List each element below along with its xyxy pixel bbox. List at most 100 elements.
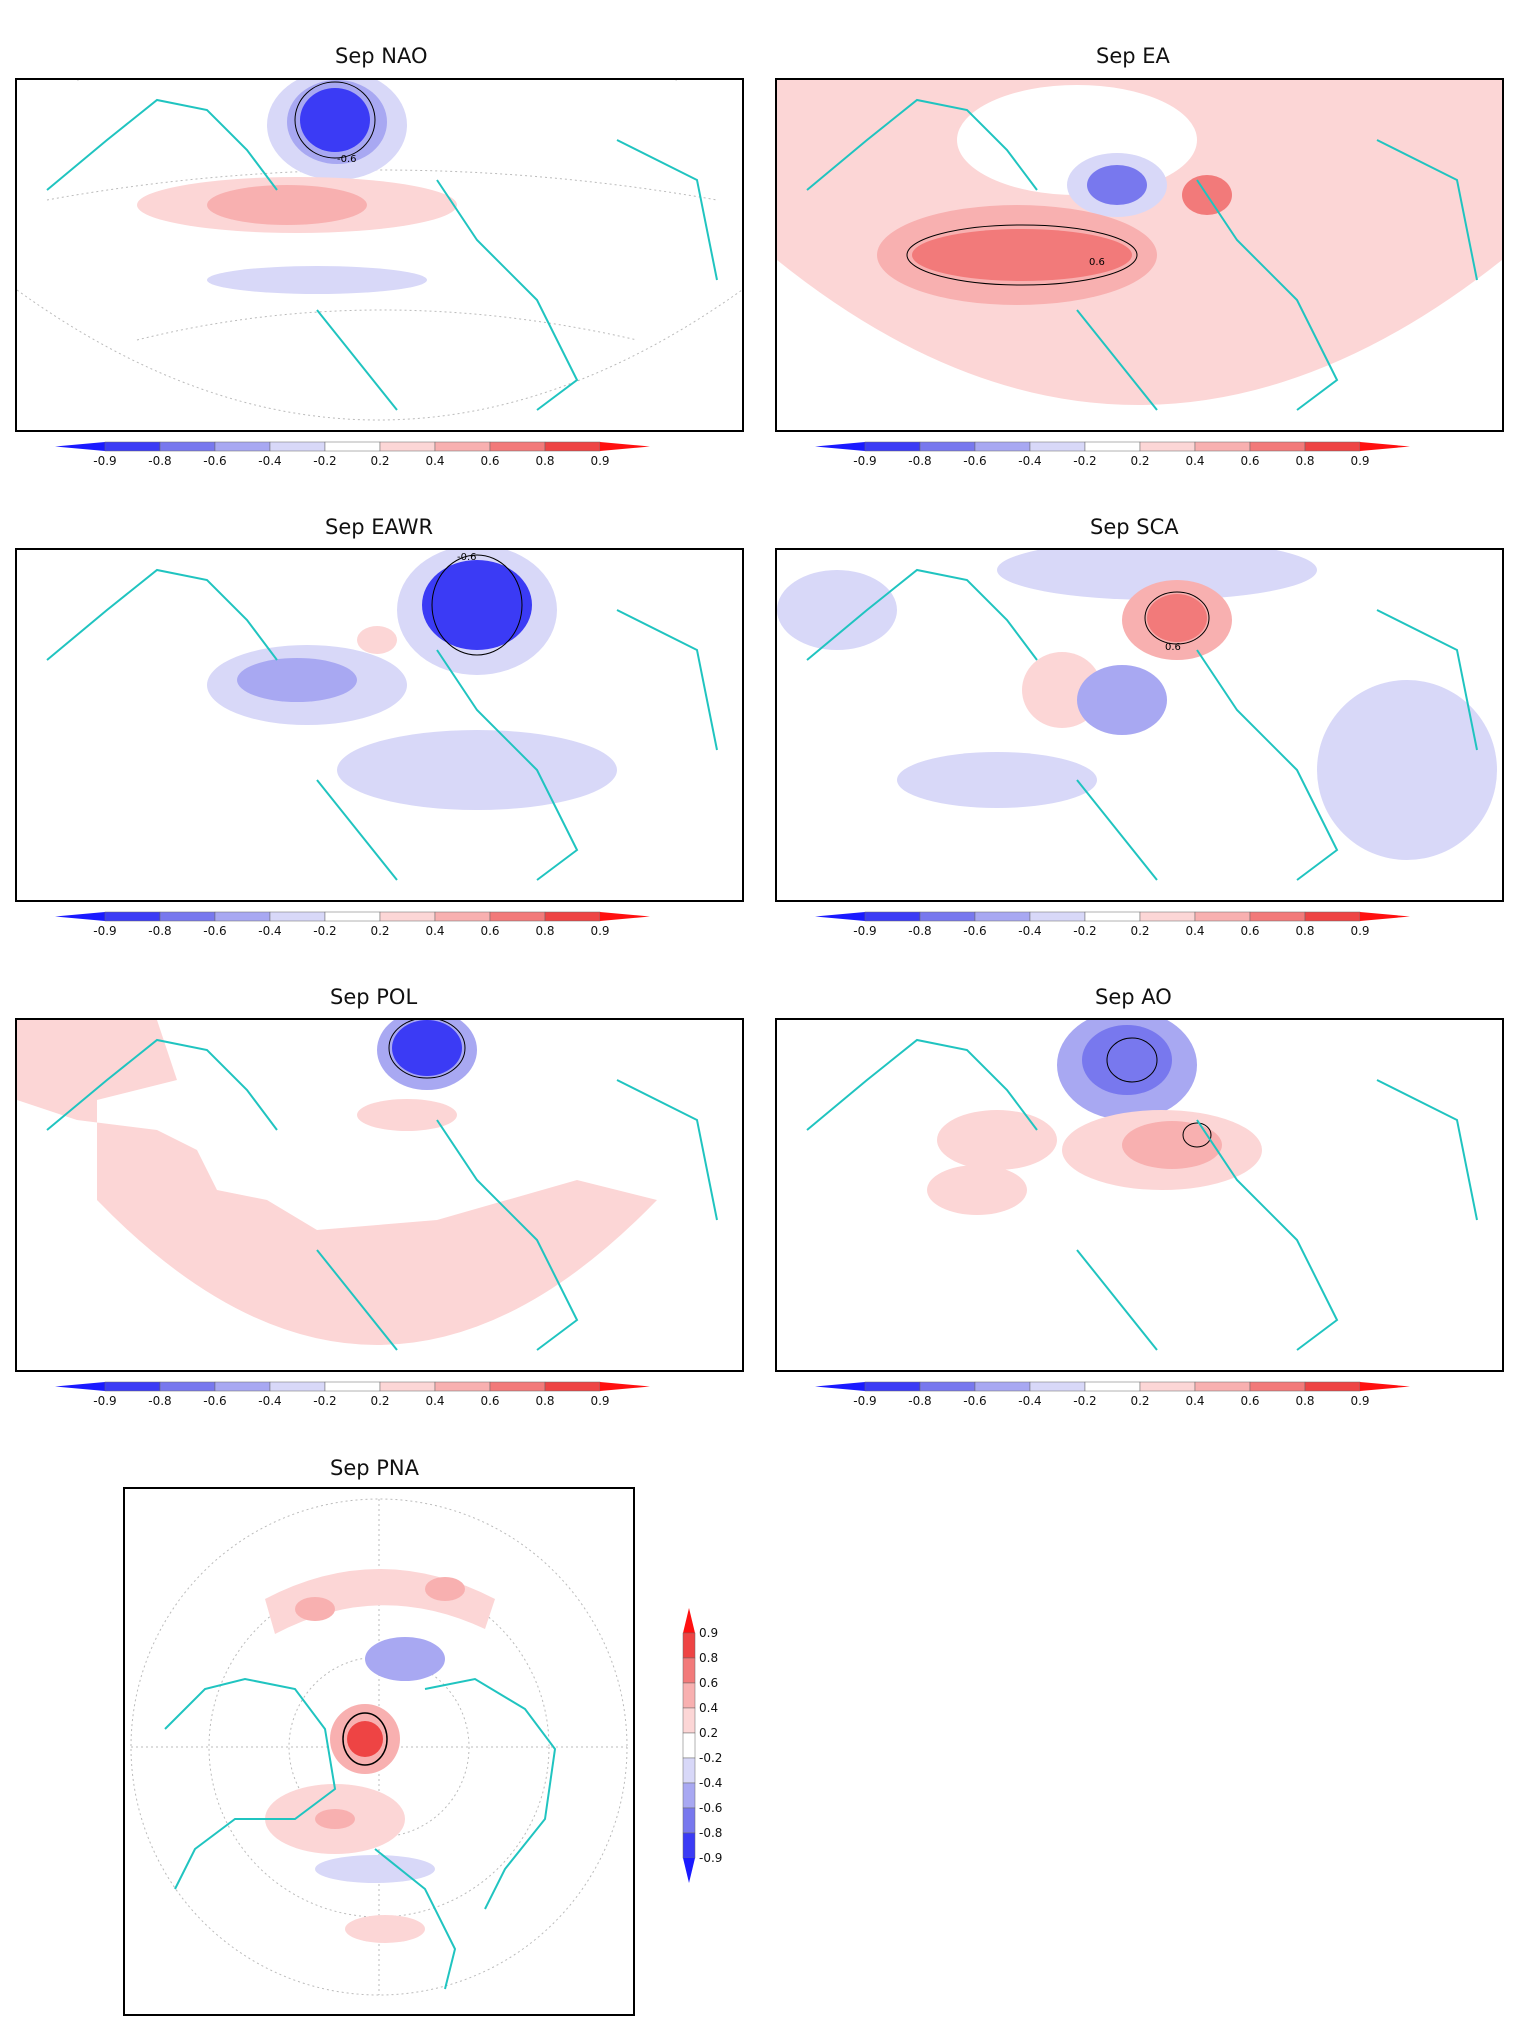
colorbar-tick-label: 0.2 (370, 454, 389, 468)
colorbar-tick-label: -0.8 (908, 924, 931, 938)
colorbar-tick-label: 0.8 (1295, 924, 1314, 938)
colorbar-swatch (1084, 1381, 1141, 1392)
svg-text:0.6: 0.6 (1165, 642, 1181, 653)
colorbar-tick-label: -0.9 (853, 454, 876, 468)
colorbar-arrow-low (815, 442, 865, 451)
colorbar-tick-label: 0.8 (1295, 454, 1314, 468)
colorbar-arrow-low (815, 1382, 865, 1391)
colorbar-swatch (974, 441, 1031, 452)
colorbar-swatch (1249, 1381, 1306, 1392)
colorbar-tick-label: -0.2 (313, 1394, 336, 1408)
colorbar-swatch (864, 1381, 921, 1392)
colorbar-swatch (269, 1381, 326, 1392)
colorbar-swatch (324, 441, 381, 452)
colorbar-swatch (379, 441, 436, 452)
colorbar-swatch (974, 1381, 1031, 1392)
svg-text:-0.6: -0.6 (337, 154, 357, 165)
colorbar-arrow-low (55, 912, 105, 921)
colorbar-swatch (1304, 1381, 1361, 1392)
colorbar-swatch (682, 1732, 696, 1759)
colorbar-tick-label: 0.4 (425, 454, 444, 468)
colorbar-tick-label: 0.2 (1130, 1394, 1149, 1408)
colorbar-swatch (489, 911, 546, 922)
colorbar-swatch (544, 1381, 601, 1392)
colorbar-swatch (379, 1381, 436, 1392)
svg-text:0.6: 0.6 (1089, 257, 1105, 268)
colorbar-tick-label: 0.8 (535, 454, 554, 468)
colorbar-arrow-high (600, 442, 650, 451)
colorbar-tick-label: -0.9 (93, 924, 116, 938)
colorbar-tick-label: 0.2 (699, 1726, 718, 1740)
colorbar-pol: -0.9 -0.8 -0.6 -0.4 -0.2 0.2 0.4 0.6 0.8 0.9 (55, 1381, 650, 1408)
colorbar-tick-label: -0.4 (1018, 924, 1041, 938)
colorbar-ao: -0.9 -0.8 -0.6 -0.4 -0.2 0.2 0.4 0.6 0.8 0.9 (815, 1381, 1410, 1408)
map-frame: 0.6 (775, 78, 1504, 432)
colorbar-swatch (1194, 441, 1251, 452)
colorbar-swatch (1304, 911, 1361, 922)
colorbar-tick-label: 0.8 (699, 1651, 718, 1665)
colorbar-swatch (864, 441, 921, 452)
map-frame (775, 1018, 1504, 1372)
colorbar-swatch (379, 911, 436, 922)
panel-title: Sep PNA (330, 1456, 419, 1480)
colorbar-swatch (489, 1381, 546, 1392)
colorbar-swatch (434, 911, 491, 922)
colorbar-tick-label: -0.4 (1018, 454, 1041, 468)
panel-title: Sep EA (1096, 44, 1170, 68)
colorbar-tick-label: 0.8 (535, 924, 554, 938)
colorbar-tick-label: 0.9 (1350, 924, 1369, 938)
colorbar-ea: -0.9 -0.8 -0.6 -0.4 -0.2 0.2 0.4 0.6 0.8 0.9 (815, 441, 1410, 468)
colorbar-swatch (682, 1632, 696, 1659)
colorbar-tick-label: -0.4 (699, 1776, 722, 1790)
colorbar-tick-label: -0.2 (1073, 1394, 1096, 1408)
colorbar-tick-label: -0.2 (313, 924, 336, 938)
colorbar-swatch (682, 1657, 696, 1684)
colorbar-swatch (434, 441, 491, 452)
colorbar-arrow-high (1360, 912, 1410, 921)
colorbar-swatch (104, 441, 161, 452)
colorbar-arrow-high (683, 1608, 695, 1633)
colorbar-swatch (214, 911, 271, 922)
colorbar-tick-label: -0.6 (963, 924, 986, 938)
colorbar-tick-label: 0.9 (590, 1394, 609, 1408)
colorbar-swatch (1084, 441, 1141, 452)
colorbar-tick-label: 0.6 (480, 924, 499, 938)
colorbar-sca: -0.9 -0.8 -0.6 -0.4 -0.2 0.2 0.4 0.6 0.8 0.9 (815, 911, 1410, 938)
colorbar-arrow-high (1360, 1382, 1410, 1391)
colorbar-swatch (682, 1757, 696, 1784)
map-frame: -0.6 (15, 78, 744, 432)
colorbar-swatch (1139, 1381, 1196, 1392)
colorbar-arrow-low (683, 1858, 695, 1883)
panel-title: Sep AO (1095, 985, 1172, 1009)
colorbar-swatch (324, 1381, 381, 1392)
panel-title: Sep SCA (1090, 515, 1179, 539)
colorbar-swatch (682, 1782, 696, 1809)
colorbar-swatch (269, 911, 326, 922)
colorbar-swatch (1139, 441, 1196, 452)
colorbar-tick-label: -0.6 (963, 1394, 986, 1408)
colorbar-swatch (1029, 1381, 1086, 1392)
colorbar-swatch (159, 911, 216, 922)
colorbar-tick-label: -0.9 (853, 924, 876, 938)
colorbar-tick-label: 0.6 (1240, 454, 1259, 468)
colorbar-swatch (214, 441, 271, 452)
colorbar-swatch (159, 441, 216, 452)
colorbar-tick-label: 0.9 (590, 454, 609, 468)
colorbar-swatch (1029, 911, 1086, 922)
colorbar-tick-label: -0.2 (1073, 924, 1096, 938)
colorbar-tick-label: 0.9 (1350, 454, 1369, 468)
colorbar-pna: 0.9 0.8 0.6 0.4 0.2 -0.2 -0.4 -0.6 -0.8 -0.9 (682, 1608, 722, 1883)
colorbar-tick-label: -0.4 (258, 924, 281, 938)
colorbar-tick-label: 0.9 (699, 1626, 718, 1640)
colorbar-arrow-low (815, 912, 865, 921)
colorbar-tick-label: -0.8 (148, 454, 171, 468)
panel-title: Sep POL (330, 985, 418, 1009)
colorbar-swatch (544, 911, 601, 922)
colorbar-tick-label: 0.6 (480, 1394, 499, 1408)
colorbar-swatch (919, 441, 976, 452)
colorbar-tick-label: 0.2 (370, 1394, 389, 1408)
colorbar-arrow-low (55, 1382, 105, 1391)
colorbar-tick-label: 0.9 (590, 924, 609, 938)
colorbar-tick-label: 0.2 (1130, 454, 1149, 468)
colorbar-tick-label: -0.2 (1073, 454, 1096, 468)
